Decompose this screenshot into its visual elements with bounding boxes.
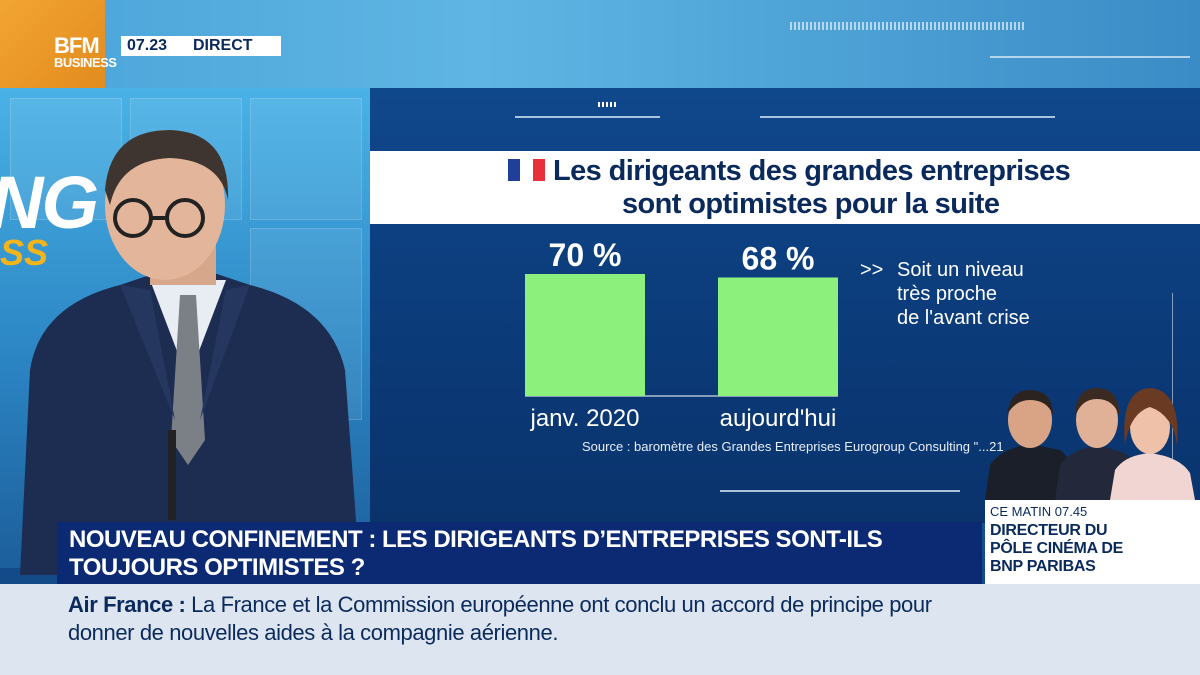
- logo-top: BFM: [54, 33, 100, 58]
- guest-title-line: BNP PARIBAS: [990, 558, 1096, 575]
- screen-line: [760, 116, 1055, 118]
- screen-line: [515, 116, 660, 118]
- headline-banner: NOUVEAU CONFINEMENT : LES DIRIGEANTS D’E…: [57, 522, 982, 584]
- guest-info-box: CE MATIN 07.45 DIRECTEUR DU PÔLE CINÉMA …: [985, 500, 1200, 584]
- window-pane: [10, 98, 122, 220]
- ticker-text-1: La France et la Commission européenne on…: [185, 592, 932, 617]
- flag-stripe-red: [532, 159, 545, 181]
- ticker-source: Air France :: [68, 592, 186, 617]
- logo-bottom: BUSINESS: [54, 55, 117, 70]
- bar: [525, 274, 645, 396]
- guest-title-line: PÔLE CINÉMA DE: [990, 540, 1123, 557]
- screen-line-bottom: [720, 490, 960, 492]
- bar-value-label: 68 %: [742, 240, 815, 276]
- news-ticker: Air France : La France et la Commission …: [0, 584, 1200, 675]
- decorative-ticks: [790, 22, 1025, 30]
- note-arrow-icon: >>: [860, 259, 884, 281]
- france-flag-icon: [508, 159, 545, 181]
- clock-time: 07.23: [127, 37, 168, 54]
- chart-title-band: Les dirigeants des grandes entreprises s…: [370, 151, 1200, 224]
- guest-time-label: CE MATIN 07.45: [990, 504, 1088, 519]
- headline-line2: TOUJOURS OPTIMISTES ?: [69, 554, 365, 581]
- chart-source: Source : baromètre des Grandes Entrepris…: [582, 439, 1004, 454]
- guest-title-line: DIRECTEUR DU: [990, 522, 1108, 539]
- orange-corner-decor: [0, 0, 105, 88]
- flag-stripe-white: [520, 159, 533, 181]
- category-label: janv. 2020: [530, 405, 640, 432]
- background-logo-text: NG: [0, 161, 99, 244]
- note-line: très proche: [897, 283, 998, 305]
- ticker-line2: donner de nouvelles aides à la compagnie…: [68, 620, 559, 645]
- guest-photos: [985, 388, 1195, 500]
- time-badge: 07.23 DIRECT: [121, 36, 281, 56]
- guest-title: DIRECTEUR DU PÔLE CINÉMA DE BNP PARIBAS: [990, 522, 1123, 576]
- note-line: Soit un niveau: [897, 259, 1024, 281]
- live-label: DIRECT: [193, 37, 253, 54]
- headline-line1: NOUVEAU CONFINEMENT : LES DIRIGEANTS D’E…: [69, 526, 883, 553]
- screen-ticks: [598, 102, 618, 107]
- note-text: Soit un niveau très proche de l'avant cr…: [897, 258, 1030, 330]
- screen-divider: [1172, 293, 1173, 493]
- chart-screen: Les dirigeants des grandes entreprises s…: [370, 88, 1200, 523]
- note-line: de l'avant crise: [897, 307, 1030, 329]
- presenter-figure: [20, 130, 360, 575]
- window-pane: [250, 98, 362, 220]
- bar-chart: 70 % janv. 2020 68 % aujourd'hui: [525, 237, 838, 432]
- ticker-line1: Air France : La France et la Commission …: [68, 592, 932, 618]
- category-label: aujourd'hui: [720, 405, 837, 432]
- flag-stripe-blue: [508, 159, 521, 181]
- bar: [718, 277, 838, 396]
- channel-logo: BFM BUSINESS: [54, 33, 118, 76]
- chart-title-line1: Les dirigeants des grandes entreprises: [553, 155, 1071, 187]
- chart-title-line2: sont optimistes pour la suite: [622, 188, 1000, 220]
- decorative-line: [990, 56, 1190, 58]
- bar-value-label: 70 %: [549, 237, 622, 273]
- background-logo-text-2: SS: [0, 232, 49, 273]
